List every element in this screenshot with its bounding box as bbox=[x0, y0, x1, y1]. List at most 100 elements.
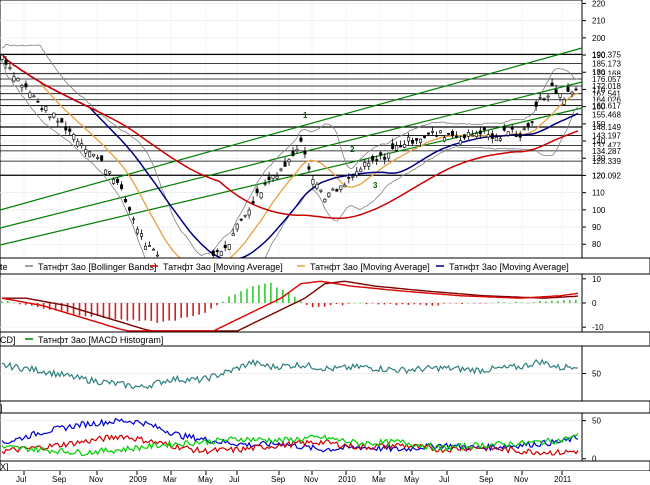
candle-body bbox=[514, 133, 518, 137]
macd-hist-bar bbox=[413, 303, 416, 305]
price-level-label: 179.168 bbox=[592, 70, 621, 79]
candle-body bbox=[88, 151, 92, 158]
candle-body bbox=[462, 134, 466, 139]
candle-body bbox=[52, 112, 56, 118]
macd-hist-bar bbox=[258, 285, 260, 303]
candle-body bbox=[359, 168, 363, 172]
legend-macd-hist: Татнфт 3ао [MACD Histogram] bbox=[38, 335, 163, 345]
price-level-label: 167.541 bbox=[592, 90, 621, 99]
price-tick-label: 160 bbox=[592, 103, 606, 112]
macd-hist-bar bbox=[276, 287, 278, 303]
candle-body bbox=[247, 209, 251, 216]
candle-body bbox=[431, 131, 435, 133]
candle-body bbox=[411, 139, 415, 144]
candle-body bbox=[155, 254, 159, 257]
candle-body bbox=[574, 88, 578, 91]
candle-body bbox=[494, 137, 498, 141]
x-tick-label: Nov bbox=[304, 475, 318, 484]
dmi-plus-line bbox=[1, 433, 579, 457]
macd-hist-bar bbox=[162, 303, 165, 322]
macd-hist-bar bbox=[168, 303, 171, 321]
level-label-bg bbox=[583, 95, 643, 104]
candle-body bbox=[490, 133, 494, 139]
price-indicator-lines bbox=[1, 43, 579, 291]
price-tick-label: 220 bbox=[592, 0, 606, 8]
candle-body bbox=[104, 169, 108, 175]
candle-body bbox=[128, 207, 132, 211]
dmi-legend-prefix: X] bbox=[0, 462, 9, 472]
candle-body bbox=[550, 82, 554, 86]
macd-hist-bar bbox=[192, 303, 194, 317]
macd-hist-bar bbox=[557, 300, 559, 303]
candle-body bbox=[140, 233, 144, 237]
candle-body bbox=[403, 144, 407, 148]
candle-body bbox=[423, 135, 427, 138]
candle-body bbox=[478, 130, 482, 135]
candle-body bbox=[526, 123, 530, 128]
ma-red-line bbox=[1, 54, 579, 219]
macd-hist-bar bbox=[210, 303, 212, 309]
macd-hist-bar bbox=[305, 303, 308, 305]
candle-body bbox=[235, 223, 239, 230]
candle-body bbox=[0, 54, 4, 60]
x-tick-label: Jul bbox=[439, 475, 449, 484]
price-level-label: 143.197 bbox=[592, 132, 621, 141]
candle-body bbox=[371, 156, 375, 161]
candle-body bbox=[518, 133, 522, 138]
macd-hist-bar bbox=[311, 303, 314, 308]
macd-hist-bar bbox=[551, 300, 553, 303]
candle-body bbox=[307, 166, 311, 170]
candle-body bbox=[112, 179, 116, 184]
candle-body bbox=[259, 192, 263, 199]
candle-body bbox=[132, 218, 136, 221]
macd-hist-bar bbox=[1, 301, 3, 303]
macd-hist-bar bbox=[174, 303, 176, 321]
price-level-label: 172.018 bbox=[592, 82, 621, 91]
macd-hist-bar bbox=[479, 303, 481, 304]
rsi-legend-box bbox=[0, 400, 650, 414]
macd-hist-bar bbox=[467, 302, 469, 304]
macd-hist-bar bbox=[102, 303, 105, 318]
macd-hist-bar bbox=[156, 303, 159, 323]
macd-hist-bar bbox=[353, 302, 356, 304]
candle-body bbox=[399, 145, 403, 148]
x-tick-label: Mar bbox=[372, 475, 386, 484]
level-label-bg bbox=[583, 69, 643, 78]
candle-body bbox=[64, 126, 68, 131]
candle-body bbox=[355, 171, 359, 176]
candle-body bbox=[144, 245, 148, 250]
candle-body bbox=[367, 162, 371, 167]
level-label-bg bbox=[583, 50, 643, 59]
macd-hist-bar bbox=[6, 301, 9, 303]
candle-body bbox=[227, 244, 231, 250]
macd-hist-bar bbox=[114, 303, 117, 320]
candle-body bbox=[96, 157, 100, 159]
candle-body bbox=[267, 176, 271, 181]
price-tick-label: 90 bbox=[592, 223, 601, 232]
macd-hist-bar bbox=[563, 300, 565, 303]
macd-hist-bar bbox=[371, 303, 374, 304]
macd-hist-bar bbox=[527, 302, 529, 304]
candle-body bbox=[108, 171, 112, 174]
legend-ma-navy: Татнфт 3ао [Moving Average] bbox=[449, 262, 569, 272]
trend-channel-line bbox=[0, 47, 583, 211]
candle-body bbox=[470, 134, 474, 137]
candle-body bbox=[323, 199, 327, 203]
candle-body bbox=[450, 130, 454, 137]
dmi-tick-label: 50 bbox=[592, 417, 601, 426]
legend-ma-orange: Татнфт 3ао [Moving Average] bbox=[310, 262, 430, 272]
candle-body bbox=[84, 149, 88, 154]
macd-hist-bar bbox=[365, 303, 368, 305]
candle-body bbox=[80, 143, 84, 146]
rsi-y-axis: 50 bbox=[582, 370, 601, 379]
macd-y-axis: -10 0 10 bbox=[582, 275, 604, 332]
price-level-label: 134.287 bbox=[592, 147, 621, 156]
macd-hist-bar bbox=[401, 303, 404, 305]
macd-hist-bar bbox=[329, 303, 332, 306]
dmi-lines bbox=[1, 417, 579, 457]
macd-hist-bar bbox=[72, 303, 75, 315]
price-level-label: 160.617 bbox=[592, 102, 621, 111]
macd-hist-bar bbox=[533, 302, 535, 303]
price-legend-row: te Татнфт 3ао [Bollinger Bands] Татнфт 3… bbox=[0, 257, 650, 275]
macd-hist-bar bbox=[497, 301, 499, 303]
